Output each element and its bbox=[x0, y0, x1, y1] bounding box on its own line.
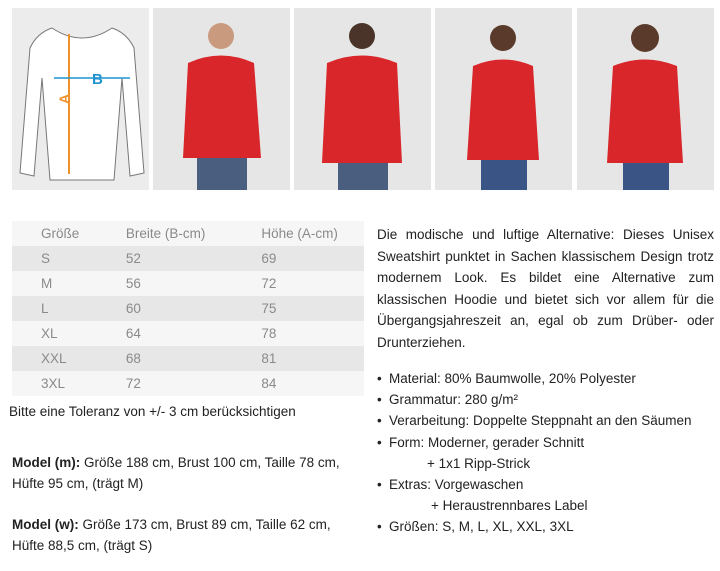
photo-model-m-back bbox=[294, 8, 431, 190]
feature-item: • Material: 80% Baumwolle, 20% Polyester bbox=[377, 371, 636, 386]
label-b: B bbox=[92, 71, 103, 88]
feature-item: • Verarbeitung: Doppelte Steppnaht an den… bbox=[377, 413, 692, 429]
photo-model-m-front bbox=[153, 8, 290, 190]
sweatshirt-outline-icon: A B bbox=[19, 27, 145, 181]
size-diagram: A B bbox=[12, 8, 149, 190]
feature-item: • Größen: S, M, L, XL, XXL, 3XL bbox=[377, 519, 574, 535]
photo-model-w-back bbox=[577, 8, 714, 190]
feature-subitem: + Heraustrennbares Label bbox=[431, 498, 588, 514]
feature-item: • Extras: Vorgewaschen bbox=[377, 477, 524, 493]
table-row: L 60 75 bbox=[12, 296, 364, 321]
table-row: S 52 69 bbox=[12, 246, 364, 271]
model-w-info: Model (w): Größe 173 cm, Brust 89 cm, Ta… bbox=[12, 517, 331, 553]
feature-subitem: + 1x1 Ripp-Strick bbox=[427, 455, 531, 471]
model-m-info: Model (m): Größe 188 cm, Brust 100 cm, T… bbox=[12, 455, 340, 491]
header-height: Höhe (A-cm) bbox=[261, 226, 338, 241]
product-description: Die modische und luftige Alternative: Di… bbox=[377, 227, 714, 350]
feature-list: • Material: 80% Baumwolle, 20% Polyester … bbox=[377, 368, 691, 538]
header-size: Größe bbox=[41, 226, 80, 241]
photo-model-w-front bbox=[435, 8, 572, 190]
table-header: Größe Breite (B-cm) Höhe (A-cm) bbox=[12, 221, 364, 246]
feature-item: • Grammatur: 280 g/m² bbox=[377, 392, 519, 408]
size-table: Größe Breite (B-cm) Höhe (A-cm) S 52 69 M 56 7… bbox=[12, 221, 364, 396]
tolerance-note: Bitte eine Toleranz von +/- 3 cm berücks… bbox=[9, 404, 296, 419]
header-width: Breite (B-cm) bbox=[125, 226, 206, 241]
table-row: M 56 72 bbox=[12, 271, 364, 296]
feature-item: • Form: Moderner, gerader Schnitt bbox=[377, 434, 585, 450]
table-row: XL 64 78 bbox=[12, 321, 364, 346]
label-a: A bbox=[56, 94, 72, 104]
table-row: XXL 68 81 bbox=[12, 346, 364, 371]
table-row: 3XL 72 84 bbox=[12, 371, 364, 396]
